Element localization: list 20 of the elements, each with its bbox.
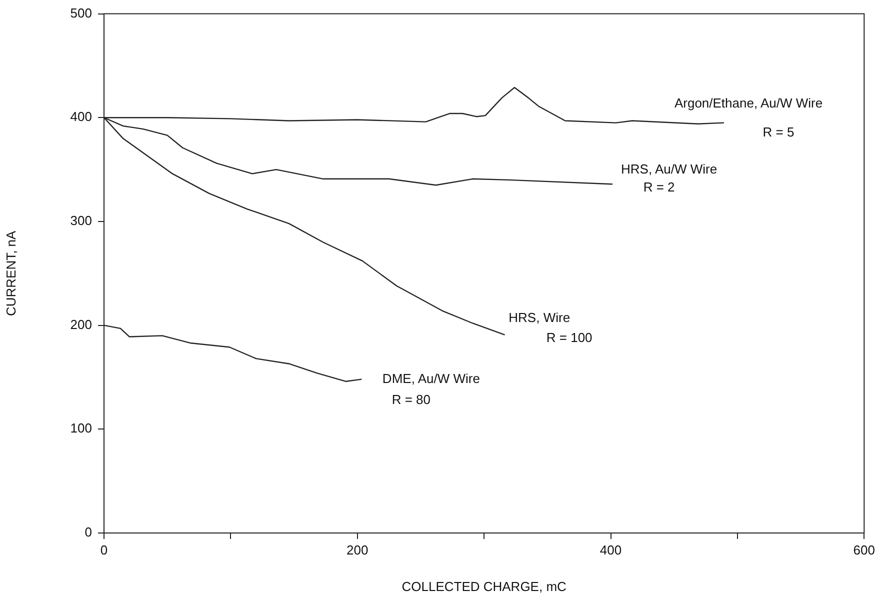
series-label: Argon/Ethane, Au/W Wire xyxy=(674,95,823,110)
y-tick-label: 0 xyxy=(84,524,92,540)
series-label: HRS, Au/W Wire xyxy=(621,162,718,177)
x-axis-title: COLLECTED CHARGE, mC xyxy=(402,578,566,594)
y-tick-label: 400 xyxy=(70,109,92,124)
series-label: DME, Au/W Wire xyxy=(382,370,480,386)
y-tick-label: 500 xyxy=(70,5,92,20)
x-tick-label: 0 xyxy=(100,542,108,558)
y-tick-label: 100 xyxy=(70,420,92,436)
x-tick-label: 400 xyxy=(600,542,622,558)
x-tick-label: 200 xyxy=(346,542,368,558)
annotation: R = 2 xyxy=(643,180,675,195)
annotation: R = 5 xyxy=(762,124,794,140)
series-label: HRS, Wire xyxy=(508,310,570,326)
y-tick-label: 300 xyxy=(70,213,92,228)
y-axis-title: CURRENT, nA xyxy=(3,230,18,316)
annotation: R = 100 xyxy=(546,330,592,346)
y-tick-label: 200 xyxy=(70,316,92,332)
x-tick-label: 600 xyxy=(853,542,876,558)
annotation: R = 80 xyxy=(392,392,431,407)
